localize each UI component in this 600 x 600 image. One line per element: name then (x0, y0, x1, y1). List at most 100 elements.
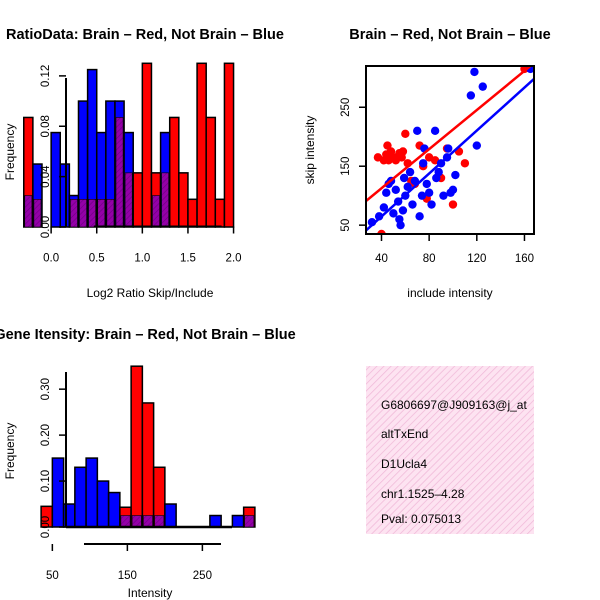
scatter-y-ticks: 50 150 250 (340, 98, 366, 232)
not-brain-bar (231, 514, 245, 528)
info-gene-id: G6806697@J909163@j_at (381, 398, 527, 412)
y-tick-label: 0.04 (40, 165, 52, 188)
not-brain-point (444, 144, 453, 153)
overlap-bar (97, 198, 106, 228)
info-location: chr1.1525–4.28 (381, 487, 465, 501)
brain-bar (141, 402, 155, 528)
not-brain-point (427, 200, 436, 209)
brain-point (448, 200, 458, 209)
info-event-type: altTxEnd (381, 427, 428, 441)
overlap-bar (131, 515, 142, 528)
scatter-x-axis-label: include intensity (407, 286, 492, 300)
ratio-y-ticks: 0.00 0.04 0.08 0.12 (40, 65, 66, 238)
brain-bar (205, 116, 217, 228)
x-tick-label: 40 (375, 253, 388, 265)
brain-bar (130, 365, 144, 528)
not-brain-point (399, 173, 409, 183)
x-tick-label: 0.5 (89, 253, 105, 265)
not-brain-point (379, 203, 389, 212)
not-brain-point (403, 182, 412, 192)
intensity-histogram: Gene Itensity: Brain – Red, Not Brain – … (0, 327, 296, 600)
overlap-bar (152, 195, 160, 228)
scatter-x-ticks: 40 80 120 160 (375, 234, 534, 265)
not-brain-bar (164, 503, 177, 528)
overlap-bar (161, 172, 170, 228)
y-tick-label: 0.00 (40, 516, 52, 538)
not-brain-bar (50, 131, 61, 228)
not-brain-point (389, 209, 398, 218)
overlap-bar (244, 515, 255, 528)
intensity-x-ticks: 50 150 250 (46, 544, 212, 582)
brain-point (377, 229, 386, 234)
y-tick-label: 0.00 (40, 216, 52, 238)
brain-point (398, 147, 408, 156)
not-brain-bar (85, 457, 99, 528)
not-brain-point (478, 82, 487, 91)
y-tick-label: 250 (340, 98, 352, 117)
not-brain-point (448, 185, 458, 194)
not-brain-point (451, 170, 460, 180)
y-tick-label: 0.12 (40, 65, 52, 87)
y-tick-label: 0.08 (40, 115, 52, 137)
not-brain-point (424, 188, 434, 197)
not-brain-point (422, 179, 431, 189)
y-tick-label: 0.10 (40, 470, 52, 492)
not-brain-bar (107, 491, 121, 528)
scatter-plot-frame (365, 65, 535, 235)
ratio-chart-title: RatioData: Brain – Red, Not Brain – Blue (6, 27, 284, 43)
x-tick-label: 50 (46, 570, 59, 582)
x-tick-label: 0.0 (43, 253, 59, 265)
scatter-chart-title: Brain – Red, Not Brain – Blue (349, 27, 550, 43)
not-brain-point (396, 220, 405, 230)
not-brain-point (382, 188, 391, 197)
info-pval: Pval: 0.075013 (381, 512, 461, 526)
brain-bar (223, 62, 235, 228)
not-brain-bar (209, 514, 222, 528)
x-tick-label: 150 (118, 570, 137, 582)
intensity-chart-title: Gene Itensity: Brain – Red, Not Brain – … (0, 327, 296, 343)
y-tick-label: 150 (340, 157, 352, 176)
brain-bar (141, 62, 153, 228)
intensity-y-axis-label: Frequency (3, 423, 17, 480)
info-panel-background (366, 366, 534, 534)
not-brain-point (470, 67, 479, 77)
x-tick-label: 160 (515, 253, 534, 265)
brain-bar (214, 198, 226, 228)
overlap-bar (33, 198, 42, 228)
scatter-fit-lines (366, 63, 534, 230)
not-brain-point (472, 141, 482, 150)
overlap-bar (24, 195, 33, 228)
overlap-bar (124, 172, 133, 228)
overlap-bar (88, 198, 97, 228)
not-brain-point (466, 91, 476, 100)
y-tick-label: 0.30 (40, 378, 52, 400)
y-tick-label: 50 (340, 219, 352, 232)
gene-info-panel: G6806697@J909163@j_at altTxEnd D1Ucla4 c… (366, 366, 534, 534)
overlap-bar (115, 117, 124, 228)
not-brain-fit-line (366, 79, 534, 230)
ratio-y-axis-label: Frequency (3, 124, 17, 181)
brain-point (460, 159, 470, 168)
x-tick-label: 1.5 (180, 253, 196, 265)
ratio-x-axis-label: Log2 Ratio Skip/Include (87, 286, 214, 300)
brain-bar (187, 198, 198, 228)
brain-point (401, 129, 410, 138)
x-tick-label: 2.0 (226, 253, 242, 265)
overlap-bar (106, 198, 115, 228)
intensity-y-ticks: 0.00 0.10 0.20 0.30 (40, 378, 66, 538)
not-brain-point (417, 191, 427, 200)
x-tick-label: 80 (423, 253, 436, 265)
ratio-x-ticks: 0.0 0.5 1.0 1.5 2.0 (43, 226, 242, 265)
ratio-histogram: RatioData: Brain – Red, Not Brain – Blue… (3, 27, 284, 300)
not-brain-point (434, 167, 443, 177)
scatter-points (367, 66, 534, 234)
not-brain-point (398, 206, 408, 215)
intensity-scatter-plot: Brain – Red, Not Brain – Blue 40 80 120 160… (303, 27, 551, 300)
not-brain-point (415, 212, 424, 221)
y-tick-label: 0.20 (40, 424, 52, 446)
overlap-bar (120, 515, 131, 528)
intensity-bars (40, 365, 256, 528)
brain-bar (178, 172, 189, 228)
not-brain-point (405, 167, 415, 177)
